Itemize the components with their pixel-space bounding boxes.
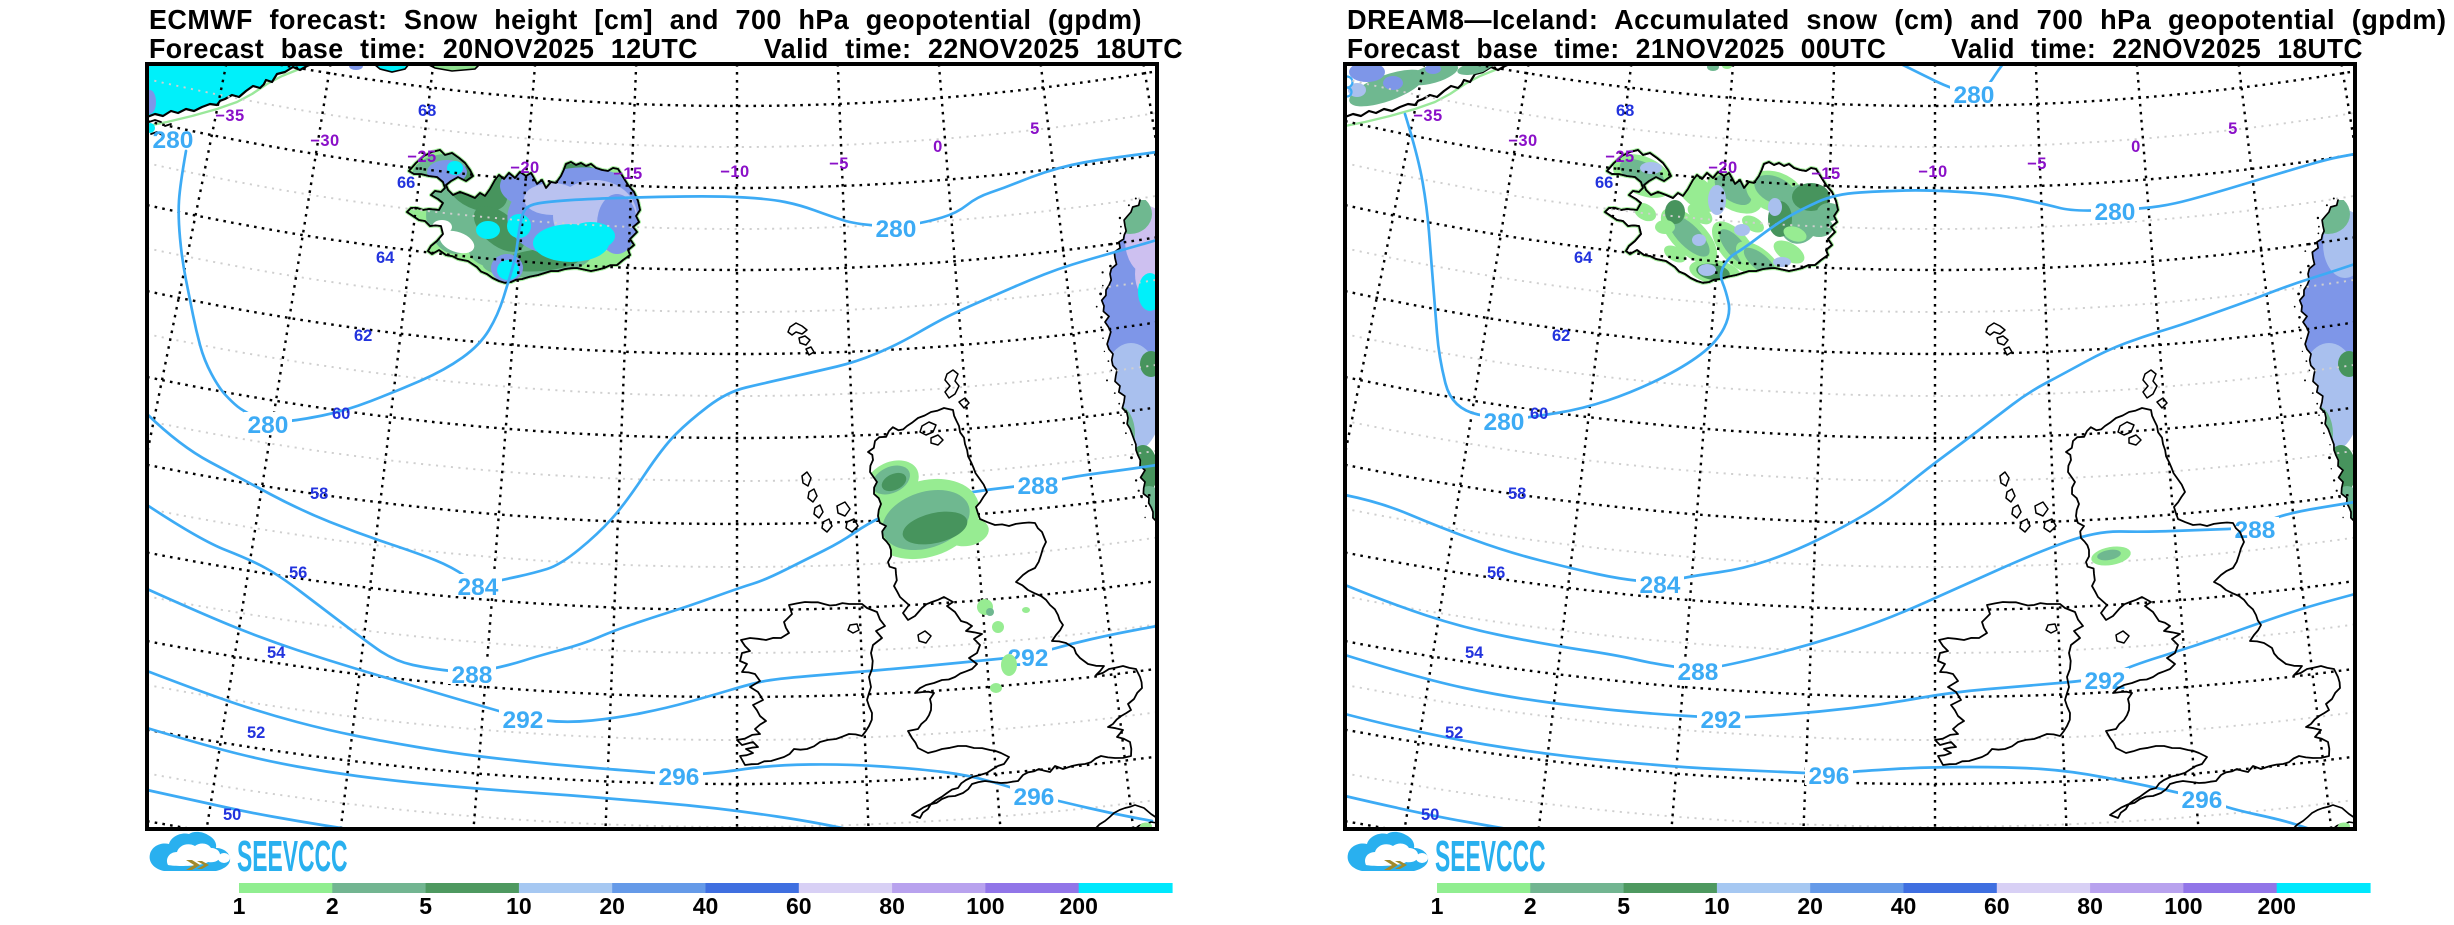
- svg-text:200: 200: [1060, 893, 1098, 919]
- svg-text:60: 60: [1530, 405, 1548, 423]
- svg-text:66: 66: [1595, 174, 1613, 192]
- svg-text:296: 296: [1809, 763, 1850, 790]
- svg-text:80: 80: [879, 893, 905, 919]
- svg-text:−25: −25: [1605, 148, 1635, 166]
- svg-text:0: 0: [2131, 138, 2141, 156]
- svg-text:10: 10: [1704, 893, 1730, 919]
- svg-text:284: 284: [458, 574, 499, 601]
- svg-text:−20: −20: [1708, 159, 1738, 177]
- svg-text:58: 58: [1508, 485, 1526, 503]
- svg-text:66: 66: [397, 174, 415, 192]
- svg-text:280: 280: [1954, 82, 1995, 109]
- svg-text:−25: −25: [407, 148, 437, 166]
- svg-text:50: 50: [223, 806, 241, 824]
- svg-text:5: 5: [2228, 120, 2238, 138]
- svg-text:−15: −15: [613, 165, 643, 183]
- svg-text:280: 280: [248, 412, 289, 439]
- svg-text:54: 54: [1465, 644, 1484, 662]
- svg-text:5: 5: [419, 893, 432, 919]
- svg-text:2: 2: [326, 893, 339, 919]
- svg-text:288: 288: [452, 662, 493, 689]
- svg-text:20: 20: [599, 893, 625, 919]
- svg-text:5: 5: [1617, 893, 1630, 919]
- svg-text:288: 288: [1018, 473, 1059, 500]
- svg-text:64: 64: [376, 249, 395, 267]
- svg-text:284: 284: [1640, 572, 1681, 599]
- svg-text:56: 56: [1487, 564, 1505, 582]
- svg-text:40: 40: [693, 893, 719, 919]
- svg-text:50: 50: [1421, 806, 1439, 824]
- svg-text:58: 58: [310, 485, 328, 503]
- svg-text:−35: −35: [1413, 107, 1443, 125]
- svg-text:−30: −30: [1508, 132, 1538, 150]
- svg-text:296: 296: [659, 764, 700, 791]
- svg-text:280: 280: [876, 216, 917, 243]
- svg-text:60: 60: [332, 405, 350, 423]
- svg-text:100: 100: [966, 893, 1004, 919]
- svg-text:62: 62: [1552, 327, 1570, 345]
- svg-text:64: 64: [1574, 249, 1593, 267]
- svg-text:SEEVCCC: SEEVCCC: [1435, 832, 1546, 881]
- svg-text:288: 288: [2235, 517, 2276, 544]
- svg-text:52: 52: [1445, 724, 1463, 742]
- svg-text:−10: −10: [1918, 163, 1948, 181]
- svg-text:100: 100: [2164, 893, 2202, 919]
- svg-text:−5: −5: [829, 155, 849, 173]
- svg-text:5: 5: [1030, 120, 1040, 138]
- svg-text:1: 1: [1431, 893, 1444, 919]
- svg-text:−10: −10: [720, 163, 750, 181]
- svg-text:288: 288: [1678, 659, 1719, 686]
- svg-text:292: 292: [1701, 707, 1742, 734]
- svg-text:−30: −30: [310, 132, 340, 150]
- svg-text:280: 280: [1484, 409, 1525, 436]
- svg-text:68: 68: [1616, 102, 1634, 120]
- svg-text:0: 0: [933, 138, 943, 156]
- svg-text:SEEVCCC: SEEVCCC: [237, 832, 348, 881]
- svg-text:68: 68: [418, 102, 436, 120]
- svg-text:20: 20: [1797, 893, 1823, 919]
- svg-text:60: 60: [1984, 893, 2010, 919]
- svg-text:−15: −15: [1811, 165, 1841, 183]
- svg-text:−20: −20: [510, 159, 540, 177]
- svg-text:80: 80: [2077, 893, 2103, 919]
- svg-text:296: 296: [1014, 784, 1055, 811]
- svg-text:56: 56: [289, 564, 307, 582]
- svg-text:280: 280: [2095, 199, 2136, 226]
- svg-text:60: 60: [786, 893, 812, 919]
- svg-text:292: 292: [2085, 668, 2126, 695]
- svg-text:280: 280: [153, 127, 194, 154]
- svg-text:10: 10: [506, 893, 532, 919]
- svg-text:62: 62: [354, 327, 372, 345]
- svg-text:52: 52: [247, 724, 265, 742]
- svg-text:−35: −35: [215, 107, 245, 125]
- svg-text:54: 54: [267, 644, 286, 662]
- svg-text:296: 296: [2182, 787, 2223, 814]
- svg-text:40: 40: [1891, 893, 1917, 919]
- svg-text:1: 1: [233, 893, 246, 919]
- svg-text:200: 200: [2258, 893, 2296, 919]
- svg-text:2: 2: [1524, 893, 1537, 919]
- svg-text:292: 292: [503, 707, 544, 734]
- svg-text:−5: −5: [2027, 155, 2047, 173]
